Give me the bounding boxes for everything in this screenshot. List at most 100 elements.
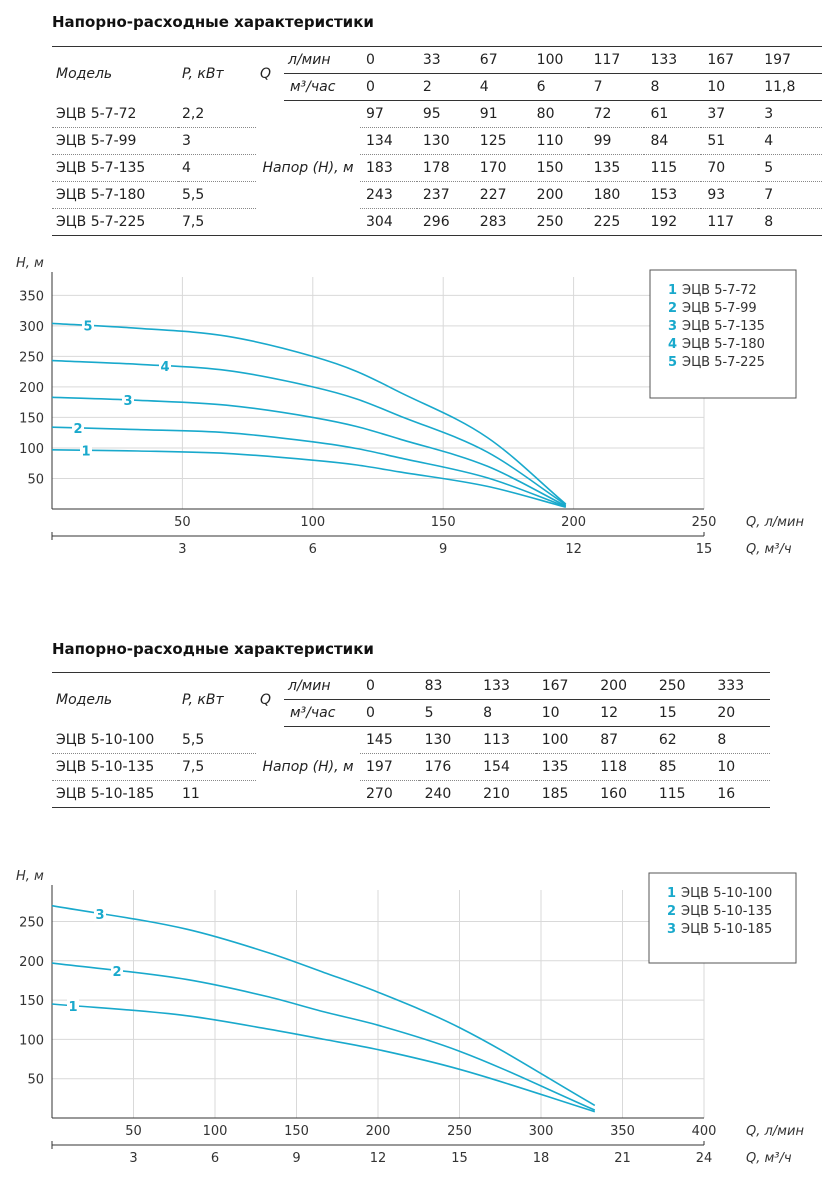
x2-tick-label: 12	[565, 542, 582, 557]
x-tick-label: 100	[300, 515, 325, 530]
head-cell: 153	[644, 181, 702, 209]
q-lmin-cell: 200	[594, 672, 653, 700]
q-m3h-cell: 8	[477, 699, 536, 727]
head-cell: 125	[473, 127, 531, 155]
head-cell: 135	[535, 753, 595, 781]
head-cell: 113	[477, 726, 536, 754]
head-cell: 183	[360, 154, 417, 182]
y-tick-label: 150	[19, 994, 44, 1009]
head-label: Напор (H), м	[256, 100, 360, 236]
x-axis-label: Q, л/мин	[746, 515, 804, 530]
q-label: Q	[256, 672, 284, 727]
power-header: P, кВт	[178, 672, 256, 727]
series-label: 2	[73, 422, 82, 437]
table-header-row: Модель P, кВт Q л/мин 0 83 133 167 200 2…	[52, 672, 770, 727]
x2-axis-label: Q, м³/ч	[746, 1151, 792, 1166]
x-tick-label: 200	[366, 1124, 391, 1139]
x-tick-label: 250	[692, 515, 717, 530]
model-cell: ЭЦВ 5-10-185	[52, 780, 178, 808]
q-lmin-cell: 0	[360, 46, 417, 74]
y-tick-label: 250	[19, 915, 44, 930]
unit-lmin: л/мин	[284, 672, 360, 700]
q-lmin-cell: 167	[535, 672, 595, 700]
head-cell: 61	[644, 100, 702, 128]
q-m3h-cell: 7	[587, 73, 645, 101]
x-tick-label: 300	[529, 1124, 554, 1139]
head-cell: 110	[530, 127, 588, 155]
series-label-bg	[72, 419, 84, 435]
head-cell: 240	[418, 780, 478, 808]
series-label: 5	[83, 319, 92, 334]
series-label-bg	[111, 963, 123, 979]
unit-m3h: м³/час	[284, 73, 360, 101]
table-row: ЭЦВ 5-7-72 2,2 Напор (H), м 97 95 91 80 …	[52, 100, 822, 236]
x2-tick-label: 6	[211, 1151, 219, 1166]
q-m3h-cell: 0	[360, 699, 419, 727]
y-tick-label: 350	[19, 289, 44, 304]
model-cell: ЭЦВ 5-7-225	[52, 208, 178, 236]
x-tick-label: 400	[692, 1124, 717, 1139]
head-cell: 87	[594, 726, 653, 754]
head-cell: 180	[587, 181, 645, 209]
q-lmin-cell: 117	[587, 46, 645, 74]
model-cell: ЭЦВ 5-7-135	[52, 154, 178, 182]
head-cell: 4	[758, 127, 822, 155]
x2-tick-label: 12	[370, 1151, 387, 1166]
model-cell: ЭЦВ 5-10-135	[52, 753, 178, 781]
q-m3h-cell: 2	[416, 73, 474, 101]
series-label: 1	[68, 1000, 77, 1015]
head-cell: 135	[587, 154, 645, 182]
q-lmin-cell: 197	[758, 46, 822, 74]
head-cell: 8	[758, 208, 822, 236]
head-cell: 130	[418, 726, 478, 754]
x-tick-label: 100	[203, 1124, 228, 1139]
power-cell: 3	[178, 127, 256, 155]
head-cell: 296	[416, 208, 474, 236]
q-lmin-cell: 0	[360, 672, 419, 700]
head-cell: 8	[711, 726, 770, 754]
q-m3h-cell: 6	[530, 73, 588, 101]
q-m3h-cell: 15	[652, 699, 712, 727]
series-label: 2	[112, 965, 121, 980]
x-axis-label: Q, л/мин	[746, 1124, 804, 1139]
head-cell: 243	[360, 181, 417, 209]
head-cell: 154	[477, 753, 536, 781]
table-row: ЭЦВ 5-10-185 11 270 240 210 185 160 115 …	[52, 780, 770, 808]
series-line	[51, 1003, 596, 1113]
q-label: Q	[256, 46, 284, 101]
q-lmin-cell: 33	[416, 46, 474, 74]
table-header-row: Модель P, кВт Q л/мин 0 33 67 100 117 13…	[52, 46, 822, 101]
q-lmin-cell: 100	[530, 46, 588, 74]
head-cell: 97	[360, 100, 417, 128]
head-cell: 16	[711, 780, 770, 808]
q-lmin-cell: 167	[701, 46, 759, 74]
power-cell: 2,2	[178, 100, 256, 128]
q-m3h-cell: 0	[360, 73, 417, 101]
power-header: P, кВт	[178, 46, 256, 101]
q-m3h-cell: 11,8	[758, 73, 822, 101]
x2-tick-label: 18	[533, 1151, 550, 1166]
power-cell: 7,5	[178, 753, 256, 781]
section-1-title: Напорно-расходные характеристики	[52, 13, 374, 31]
x2-tick-label: 3	[178, 542, 186, 557]
series-label-bg	[80, 442, 92, 458]
head-cell: 95	[416, 100, 474, 128]
legend-number: 5	[668, 355, 677, 370]
q-m3h-cell: 20	[711, 699, 770, 727]
head-cell: 118	[594, 753, 653, 781]
series-line	[51, 322, 567, 505]
series-label-bg	[94, 906, 106, 922]
unit-m3h: м³/час	[284, 699, 360, 727]
x-tick-label: 200	[561, 515, 586, 530]
power-cell: 5,5	[178, 181, 256, 209]
head-cell: 192	[644, 208, 702, 236]
power-cell: 5,5	[178, 726, 256, 754]
x-tick-label: 50	[125, 1124, 142, 1139]
head-cell: 250	[530, 208, 588, 236]
head-cell: 117	[701, 208, 759, 236]
q-lmin-cell: 250	[652, 672, 712, 700]
legend-number: 2	[668, 301, 677, 316]
head-cell: 145	[360, 726, 419, 754]
head-cell: 210	[477, 780, 536, 808]
model-cell: ЭЦВ 5-7-99	[52, 127, 178, 155]
